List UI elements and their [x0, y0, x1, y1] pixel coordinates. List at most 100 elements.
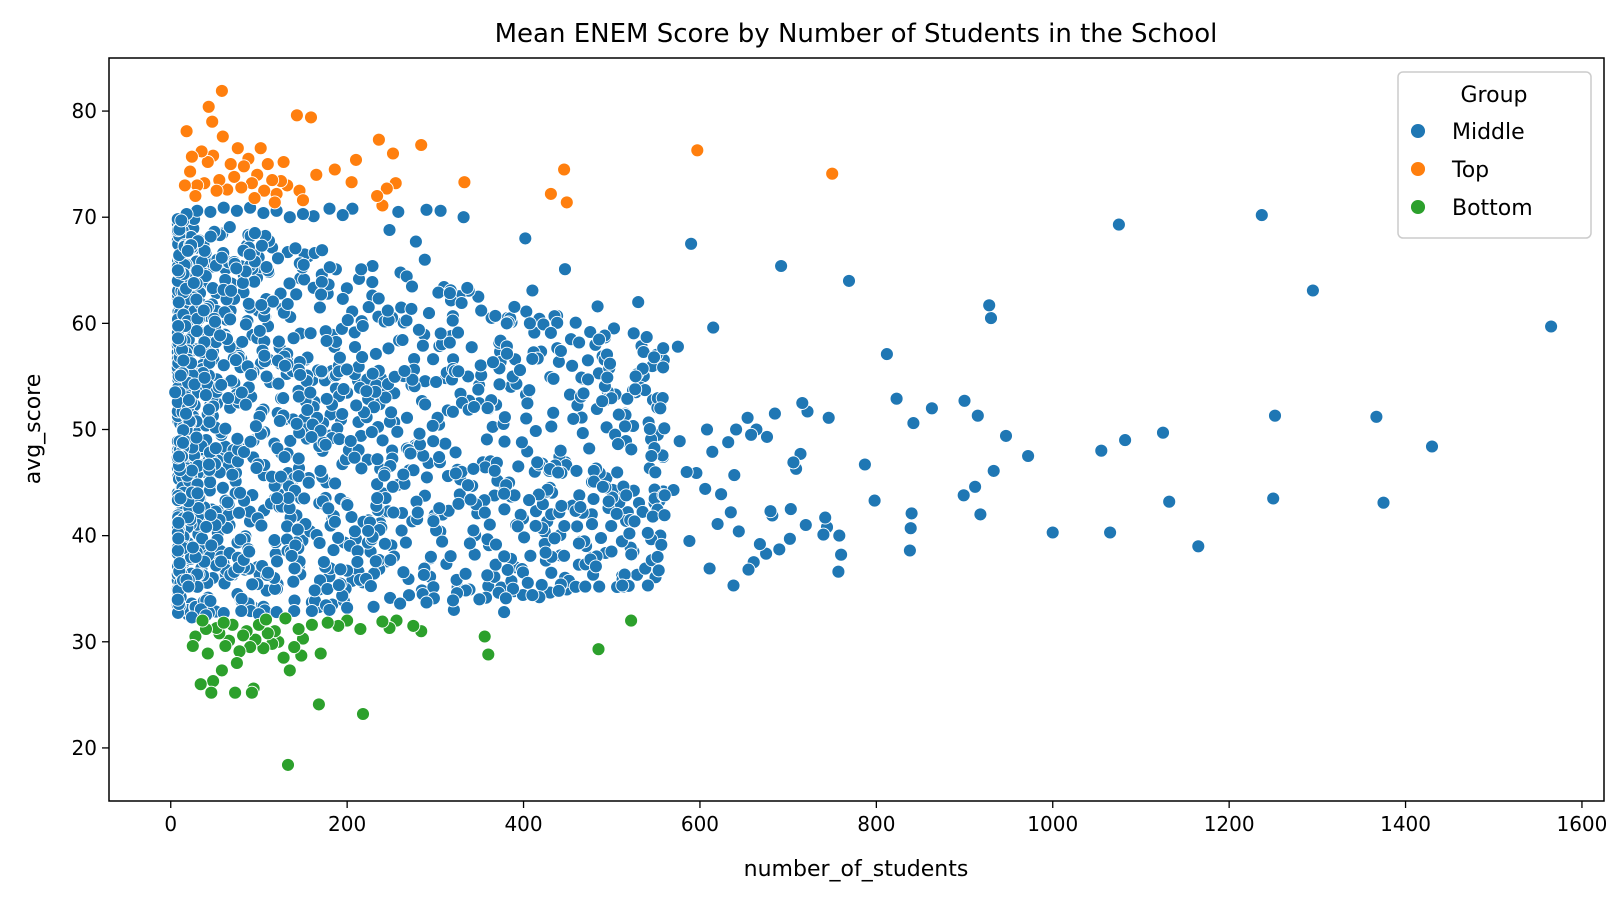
point-middle	[525, 588, 540, 603]
point-middle	[432, 501, 447, 516]
point-middle	[609, 506, 624, 521]
point-middle	[558, 262, 572, 277]
point-middle	[462, 536, 477, 551]
y-tick-label: 40	[72, 524, 97, 548]
point-middle	[220, 495, 235, 510]
point-top	[457, 175, 472, 190]
point-middle	[600, 370, 615, 385]
legend-label-top: Top	[1451, 158, 1489, 183]
point-middle	[586, 492, 601, 506]
point-middle	[889, 391, 904, 406]
point-middle	[651, 563, 666, 578]
point-top	[379, 181, 394, 196]
point-middle	[186, 276, 201, 290]
point-middle	[879, 347, 894, 362]
x-axis-label: number_of_students	[744, 857, 969, 882]
point-middle	[569, 463, 584, 478]
point-middle	[181, 579, 196, 594]
point-middle	[842, 273, 856, 288]
point-middle	[513, 363, 527, 378]
point-middle	[335, 208, 350, 223]
point-middle	[604, 519, 619, 533]
point-middle	[368, 346, 383, 361]
point-middle	[383, 553, 398, 567]
point-middle	[190, 486, 205, 501]
point-top	[414, 138, 429, 152]
point-middle	[347, 450, 362, 465]
point-middle	[296, 257, 311, 272]
point-middle	[419, 470, 434, 485]
point-middle	[670, 339, 685, 354]
y-tick-label: 30	[72, 630, 97, 654]
point-middle	[510, 519, 525, 534]
point-middle	[456, 210, 471, 225]
point-middle	[522, 383, 537, 398]
point-middle	[528, 424, 543, 438]
point-middle	[254, 298, 269, 312]
point-middle	[283, 433, 298, 448]
point-middle	[282, 276, 297, 291]
point-middle	[332, 432, 347, 447]
point-middle	[196, 303, 211, 318]
point-middle	[568, 315, 583, 330]
point-middle	[391, 204, 406, 219]
point-bottom	[278, 611, 293, 626]
point-bottom	[406, 618, 421, 633]
point-middle	[474, 303, 489, 318]
point-middle	[385, 479, 400, 494]
point-middle	[313, 463, 328, 478]
point-middle	[417, 252, 432, 267]
point-middle	[203, 229, 218, 244]
point-middle	[198, 388, 213, 403]
point-middle	[277, 450, 292, 465]
point-middle	[326, 543, 341, 558]
point-middle	[363, 579, 378, 594]
point-middle	[411, 322, 426, 337]
point-middle	[180, 243, 195, 258]
point-middle	[431, 285, 446, 300]
point-bottom	[311, 697, 326, 712]
point-middle	[312, 300, 327, 315]
point-middle	[242, 544, 257, 559]
point-middle	[426, 352, 441, 367]
point-middle	[171, 515, 186, 530]
point-middle	[395, 333, 410, 347]
point-middle	[345, 201, 360, 216]
point-top	[267, 195, 282, 210]
point-middle	[466, 523, 481, 538]
point-middle	[228, 353, 243, 368]
point-middle	[1425, 439, 1439, 454]
point-top	[201, 99, 216, 114]
point-bottom	[481, 647, 496, 662]
point-middle	[340, 313, 355, 328]
x-tick-label: 800	[857, 812, 895, 836]
point-middle	[857, 457, 872, 472]
point-middle	[172, 556, 187, 571]
point-middle	[233, 485, 248, 500]
point-bottom	[185, 639, 200, 653]
point-bottom	[353, 622, 368, 636]
point-middle	[315, 243, 330, 258]
point-middle	[517, 530, 532, 545]
point-middle	[731, 524, 746, 539]
point-middle	[316, 555, 331, 569]
point-middle	[290, 522, 305, 537]
point-middle	[208, 441, 223, 456]
point-middle	[272, 414, 287, 428]
x-tick-label: 1400	[1380, 812, 1431, 836]
point-middle	[530, 455, 545, 470]
point-middle	[1254, 208, 1269, 223]
point-middle	[499, 316, 514, 331]
point-middle	[322, 260, 337, 275]
point-middle	[426, 514, 441, 529]
x-tick-label: 600	[681, 812, 719, 836]
point-middle	[289, 416, 304, 431]
point-middle	[601, 494, 616, 509]
point-middle	[714, 487, 729, 502]
point-middle	[344, 510, 359, 524]
legend-label-middle: Middle	[1452, 120, 1525, 145]
point-middle	[203, 204, 218, 219]
point-bottom	[206, 674, 221, 689]
x-tick-label: 400	[504, 812, 542, 836]
point-middle	[538, 545, 553, 560]
